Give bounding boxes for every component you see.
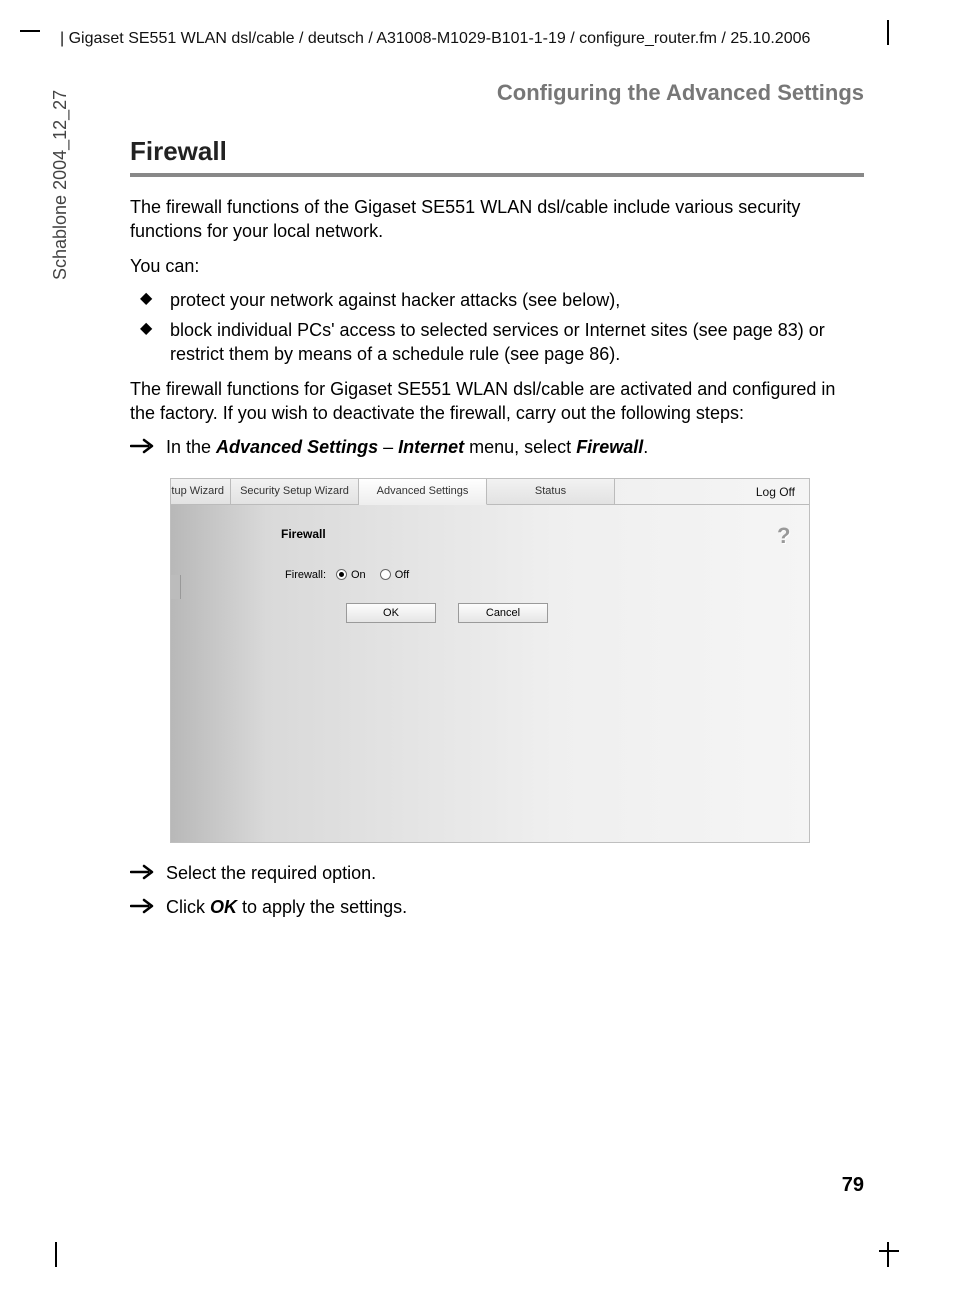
header-path-text: Gigaset SE551 WLAN dsl/cable / deutsch /… bbox=[69, 30, 811, 47]
help-icon[interactable]: ? bbox=[777, 523, 797, 545]
t: menu, select bbox=[464, 437, 576, 457]
you-can-line: You can: bbox=[130, 254, 864, 278]
bullet-item: protect your network against hacker atta… bbox=[130, 288, 864, 312]
page-number: 79 bbox=[842, 1174, 864, 1197]
chapter-title: Configuring the Advanced Settings bbox=[130, 80, 864, 106]
t: Click bbox=[166, 897, 210, 917]
header-path: | Gigaset SE551 WLAN dsl/cable / deutsch… bbox=[60, 30, 894, 48]
t: OK bbox=[210, 897, 237, 917]
ok-button[interactable]: OK bbox=[346, 603, 436, 623]
tab-bar: tup Wizard Security Setup Wizard Advance… bbox=[171, 479, 809, 505]
bullet-list: protect your network against hacker atta… bbox=[130, 288, 864, 367]
step-instruction: Click OK to apply the settings. bbox=[130, 895, 864, 919]
radio-on[interactable]: On bbox=[336, 569, 366, 581]
firewall-row: Firewall: On Off bbox=[171, 569, 809, 581]
radio-dot-on bbox=[336, 569, 347, 580]
step-text: Select the required option. bbox=[166, 863, 376, 883]
t: Firewall bbox=[576, 437, 643, 457]
logoff-link[interactable]: Log Off bbox=[756, 485, 795, 499]
firewall-radios: On Off bbox=[336, 569, 409, 581]
t: Internet bbox=[398, 437, 464, 457]
button-row: OK Cancel bbox=[346, 603, 548, 623]
crop-mark bbox=[887, 1242, 889, 1267]
radio-on-label: On bbox=[351, 569, 366, 581]
arrow-icon bbox=[130, 863, 158, 881]
t: – bbox=[378, 437, 398, 457]
section-heading-firewall: Firewall bbox=[130, 136, 864, 177]
step-instruction: Select the required option. bbox=[130, 861, 864, 885]
firewall-label: Firewall: bbox=[171, 569, 336, 581]
arrow-icon bbox=[130, 897, 158, 915]
template-stamp: Schablone 2004_12_27 bbox=[50, 90, 71, 280]
t: In the bbox=[166, 437, 216, 457]
arrow-icon bbox=[130, 437, 158, 455]
cancel-button[interactable]: Cancel bbox=[458, 603, 548, 623]
intro-paragraph: The firewall functions of the Gigaset SE… bbox=[130, 195, 864, 244]
page: Schablone 2004_12_27 | Gigaset SE551 WLA… bbox=[0, 0, 954, 1307]
tab-setup-wizard[interactable]: tup Wizard bbox=[171, 479, 231, 505]
t: Advanced Settings bbox=[216, 437, 378, 457]
step-text: In the Advanced Settings – Internet menu… bbox=[166, 437, 648, 457]
panel-title: Firewall bbox=[281, 527, 326, 541]
tab-advanced-settings[interactable]: Advanced Settings bbox=[359, 479, 487, 505]
step-text: Click OK to apply the settings. bbox=[166, 897, 407, 917]
radio-off-label: Off bbox=[395, 569, 409, 581]
tab-status[interactable]: Status bbox=[487, 479, 615, 505]
step-instruction: In the Advanced Settings – Internet menu… bbox=[130, 435, 864, 459]
crop-mark bbox=[879, 1250, 899, 1252]
crop-mark bbox=[20, 30, 40, 32]
tab-security-setup-wizard[interactable]: Security Setup Wizard bbox=[231, 479, 359, 505]
radio-dot-off bbox=[380, 569, 391, 580]
after-bullets-paragraph: The firewall functions for Gigaset SE551… bbox=[130, 377, 864, 426]
radio-off[interactable]: Off bbox=[380, 569, 409, 581]
crop-mark bbox=[55, 1242, 57, 1267]
content-column: Configuring the Advanced Settings Firewa… bbox=[130, 80, 864, 929]
router-screenshot: tup Wizard Security Setup Wizard Advance… bbox=[170, 478, 810, 843]
bullet-item: block individual PCs' access to selected… bbox=[130, 318, 864, 367]
t: . bbox=[643, 437, 648, 457]
t: to apply the settings. bbox=[237, 897, 407, 917]
